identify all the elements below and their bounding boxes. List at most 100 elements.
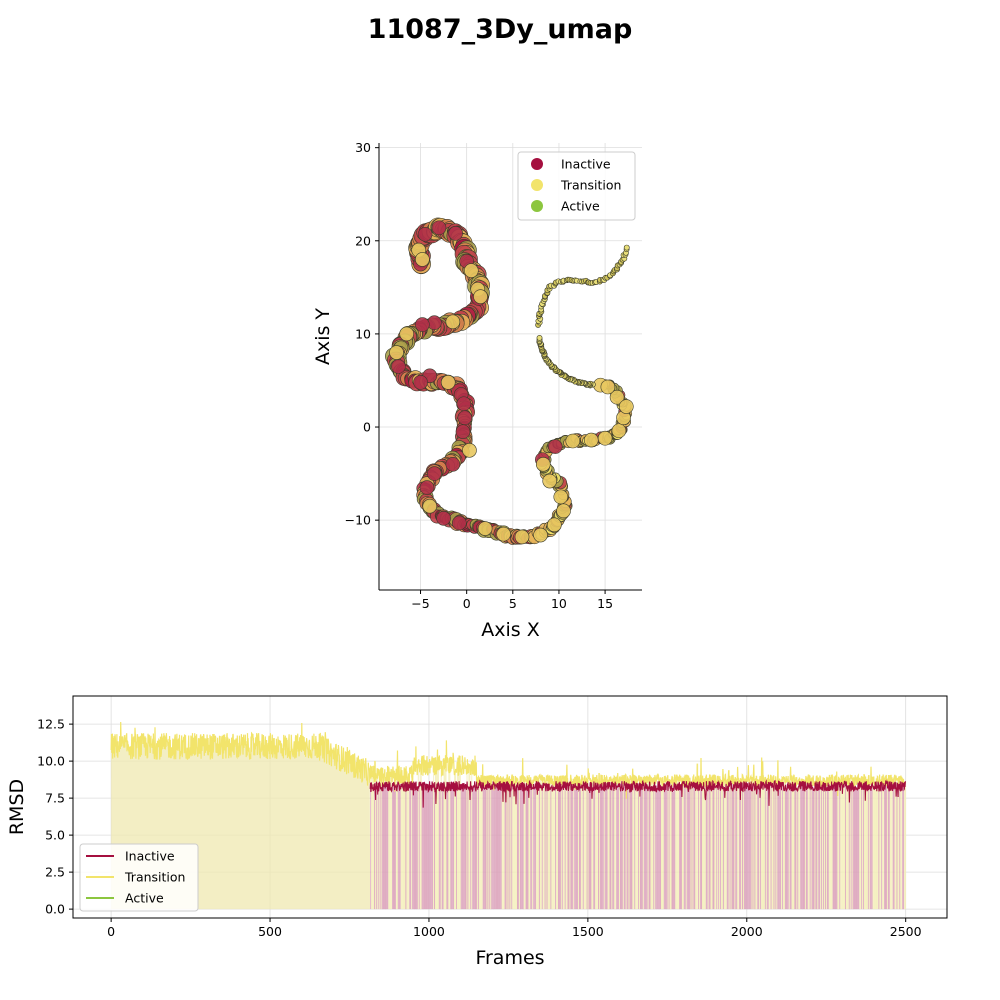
inactive-stripe	[646, 784, 648, 910]
transition-stripe	[433, 757, 435, 910]
inactive-stripe	[579, 789, 581, 910]
transition-stripe	[435, 773, 437, 910]
inactive-stripe	[476, 791, 478, 910]
transition-stripe	[481, 779, 483, 910]
inactive-stripe	[867, 790, 869, 910]
inactive-stripe	[893, 786, 895, 910]
transition-stripe	[628, 784, 630, 910]
legend-label-transition: Transition	[124, 870, 185, 885]
transition-stripe	[608, 782, 610, 910]
transition-stripe	[469, 764, 471, 910]
transition-stripe	[769, 779, 771, 910]
transition-stripe	[468, 766, 470, 910]
inactive-stripe	[447, 788, 449, 910]
transition-stripe	[721, 780, 723, 910]
inactive-stripe	[517, 785, 519, 910]
transition-stripe	[831, 776, 833, 910]
inactive-stripe	[609, 782, 611, 910]
transition-stripe	[390, 774, 392, 910]
inactive-stripe	[818, 784, 820, 910]
transition-stripe	[862, 779, 864, 910]
inactive-stripe	[878, 783, 880, 910]
inactive-stripe	[902, 790, 904, 910]
transition-stripe	[488, 775, 490, 910]
transition-line	[110, 721, 906, 799]
inactive-stripe	[616, 790, 618, 910]
transition-stripe	[808, 784, 810, 910]
inactive-stripe	[745, 785, 747, 910]
transition-stripe	[734, 785, 736, 910]
inactive-stripe	[653, 788, 655, 910]
transition-stripe	[503, 786, 505, 910]
inactive-stripe	[414, 786, 416, 910]
inactive-stripe	[749, 789, 751, 910]
inactive-stripe	[432, 781, 434, 910]
scatter-point-transition	[583, 432, 599, 448]
inactive-stripe	[450, 791, 452, 910]
scatter-point-transition	[477, 521, 493, 536]
transition-stripe	[875, 786, 877, 910]
scatter-point-transition	[565, 433, 581, 449]
transition-stripe	[637, 783, 639, 910]
transition-stripe	[578, 778, 580, 910]
inactive-stripe	[430, 787, 432, 910]
inactive-stripe	[785, 788, 787, 910]
scatter-point-inactive	[419, 480, 435, 495]
inactive-stripe	[754, 788, 756, 910]
inactive-stripe	[778, 795, 780, 910]
transition-stripe	[737, 782, 739, 910]
scatter-point-transition	[611, 423, 627, 439]
transition-stripe	[523, 782, 525, 910]
transition-stripe	[900, 777, 902, 910]
inactive-stripe	[671, 785, 673, 910]
inactive-stripe	[439, 791, 441, 910]
inactive-stripe	[526, 783, 528, 910]
scatter-point-inactive	[415, 317, 430, 332]
inactive-stripe	[857, 789, 859, 910]
inactive-stripe	[465, 784, 467, 910]
inactive-stripe	[441, 791, 443, 910]
inactive-stripe	[589, 791, 591, 910]
inactive-stripe	[631, 791, 633, 910]
scatter-point-transition	[600, 379, 616, 395]
legend-label-inactive: Inactive	[561, 157, 611, 172]
transition-stripe	[560, 775, 562, 910]
transition-stripe	[677, 776, 679, 910]
transition-stripe	[845, 786, 847, 910]
x-axis-label: Axis X	[481, 619, 539, 641]
inactive-stripe	[712, 789, 714, 910]
x-tick-label: 1500	[572, 924, 604, 939]
transition-stripe	[714, 774, 716, 910]
x-tick-label: 5	[509, 596, 517, 611]
inactive-stripe	[567, 783, 569, 910]
inactive-stripe	[706, 787, 708, 910]
transition-stripe	[435, 757, 437, 910]
inactive-stripe	[782, 785, 784, 910]
transition-stripe	[506, 777, 508, 910]
inactive-stripe	[600, 785, 602, 910]
inactive-stripe	[742, 782, 744, 910]
inactive-stripe	[489, 784, 491, 910]
transition-stripe	[804, 780, 806, 910]
inactive-stripe	[588, 787, 590, 910]
scatter-panel: −5 0 5 10 15 −10 0 10 20 30 Axis X Axis Y Inactive Tr…	[312, 140, 642, 641]
inactive-stripe	[896, 788, 898, 910]
transition-stripe	[796, 786, 798, 910]
inactive-stripe	[790, 789, 792, 910]
transition-stripe	[457, 757, 459, 910]
transition-stripe	[829, 779, 831, 910]
transition-stripe	[697, 763, 699, 910]
inactive-stripe	[434, 786, 436, 910]
legend-label-active: Active	[561, 199, 600, 214]
inactive-stripe	[577, 787, 579, 910]
inactive-stripe	[634, 781, 636, 910]
inactive-stripe	[825, 785, 827, 910]
transition-stripe	[889, 775, 891, 910]
inactive-stripe	[453, 782, 455, 910]
scatter-point-inactive	[431, 220, 447, 236]
transition-stripe	[524, 782, 526, 910]
transition-stripe	[772, 782, 774, 910]
transition-stripe	[597, 780, 599, 910]
inactive-stripe	[687, 785, 689, 910]
x-tick-label: 0	[107, 924, 115, 939]
